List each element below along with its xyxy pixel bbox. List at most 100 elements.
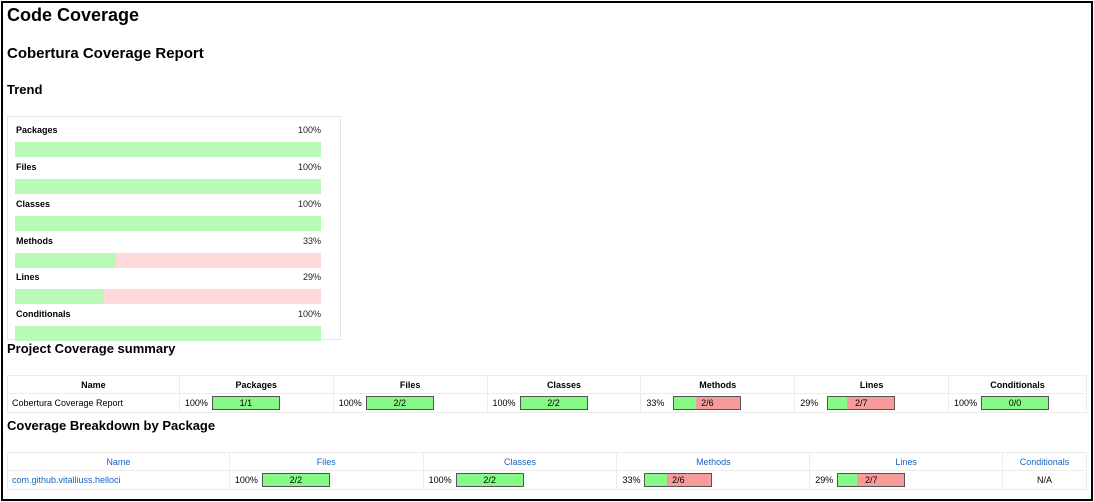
- summary-name: Cobertura Coverage Report: [7, 393, 180, 413]
- coverage-cell-methods: 33% 2/6: [645, 394, 794, 412]
- trend-bar-fill: [15, 289, 104, 304]
- coverage-bar-fill: [212, 397, 279, 409]
- coverage-ratio: 2/2: [547, 398, 560, 408]
- trend-panel: Packages 100% Files 100% Classes 100% Me…: [7, 116, 341, 341]
- coverage-bar: 1/1: [211, 396, 280, 410]
- trend-bar-fill: [15, 326, 321, 341]
- coverage-bar-fill: [366, 397, 433, 409]
- trend-percent: 100%: [297, 162, 321, 172]
- trend-row-lines: Lines 29%: [15, 272, 321, 304]
- trend-title: Trend: [7, 82, 43, 97]
- coverage-bar-fill: [674, 397, 697, 409]
- trend-label: Packages: [16, 125, 58, 135]
- coverage-cell-lines: 29% 2/7: [799, 394, 948, 412]
- trend-label: Conditionals: [16, 309, 71, 319]
- coverage-bar-fill: [838, 474, 858, 486]
- coverage-percent: 33%: [622, 475, 641, 485]
- col-header-name[interactable]: Name: [7, 452, 230, 471]
- trend-row-conditionals: Conditionals 100%: [15, 309, 321, 341]
- coverage-cell-classes: 100% 2/2: [428, 471, 617, 489]
- trend-bar: [15, 253, 321, 268]
- trend-bar: [15, 289, 321, 304]
- col-header-classes[interactable]: Classes: [422, 452, 618, 471]
- coverage-ratio: 2/6: [701, 398, 714, 408]
- trend-bar-fill: [15, 216, 321, 231]
- coverage-bar: 2/7: [837, 473, 906, 487]
- trend-row-methods: Methods 33%: [15, 236, 321, 268]
- coverage-bar: 2/2: [519, 396, 588, 410]
- breakdown-header-row: Name Files Classes Methods Lines Conditi…: [7, 452, 1087, 471]
- breakdown-table: Name Files Classes Methods Lines Conditi…: [7, 452, 1087, 490]
- coverage-ratio: 2/7: [864, 475, 878, 485]
- coverage-percent: 33%: [646, 398, 665, 408]
- coverage-ratio: 2/6: [672, 475, 685, 485]
- col-header-files: Files: [332, 375, 488, 394]
- col-header-lines[interactable]: Lines: [809, 452, 1004, 471]
- coverage-percent: 100%: [234, 475, 258, 485]
- summary-row: Cobertura Coverage Report 100% 1/1 100% 2/…: [7, 393, 1087, 413]
- breakdown-title: Coverage Breakdown by Package: [7, 418, 216, 433]
- col-header-classes: Classes: [486, 375, 642, 394]
- coverage-bar-fill: [645, 474, 668, 486]
- trend-label: Files: [16, 162, 37, 172]
- coverage-ratio: 2/7: [854, 398, 868, 408]
- coverage-cell-lines: 29% 2/7: [814, 471, 1002, 489]
- trend-bar: [15, 179, 321, 194]
- coverage-bar: 2/2: [261, 473, 330, 487]
- trend-label: Classes: [16, 199, 51, 209]
- col-header-conditionals[interactable]: Conditionals: [1002, 452, 1087, 471]
- col-header-lines: Lines: [794, 375, 950, 394]
- trend-label: Lines: [16, 272, 40, 282]
- package-link[interactable]: com.github.vitalliuss.helloci: [7, 470, 230, 490]
- trend-bar-fill: [15, 179, 321, 194]
- coverage-cell-conditionals: 100% 0/0: [953, 394, 1086, 412]
- trend-bar: [15, 142, 321, 157]
- coverage-cell-files: 100% 2/2: [338, 394, 487, 412]
- coverage-bar-fill: [456, 474, 523, 486]
- summary-title: Project Coverage summary: [7, 341, 176, 356]
- page-title: Code Coverage: [7, 5, 140, 25]
- coverage-percent: 100%: [184, 398, 208, 408]
- coverage-bar-fill: [262, 474, 329, 486]
- coverage-cell-packages: 100% 1/1: [184, 394, 333, 412]
- summary-header-row: Name Packages Files Classes Methods Line…: [7, 375, 1087, 394]
- trend-row-files: Files 100%: [15, 162, 321, 194]
- trend-row-classes: Classes 100%: [15, 199, 321, 231]
- col-header-files[interactable]: Files: [228, 452, 424, 471]
- trend-percent: 100%: [297, 125, 321, 135]
- col-header-methods[interactable]: Methods: [616, 452, 811, 471]
- coverage-bar-fill: [982, 397, 1049, 409]
- coverage-percent: 100%: [492, 398, 516, 408]
- trend-bar: [15, 216, 321, 231]
- coverage-percent: 100%: [428, 475, 452, 485]
- trend-percent: 100%: [297, 309, 321, 319]
- coverage-ratio: 2/2: [393, 398, 406, 408]
- trend-percent: 29%: [302, 272, 321, 282]
- trend-percent: 100%: [297, 199, 321, 209]
- trend-bar-fill: [15, 142, 321, 157]
- coverage-bar: 2/6: [673, 396, 742, 410]
- coverage-bar-fill: [520, 397, 587, 409]
- coverage-cell-methods: 33% 2/6: [621, 471, 809, 489]
- trend-label: Methods: [16, 236, 53, 246]
- package-row: com.github.vitalliuss.helloci 100% 2/2 10…: [7, 470, 1087, 490]
- coverage-cell-files: 100% 2/2: [234, 471, 423, 489]
- coverage-percent: 29%: [800, 398, 819, 408]
- coverage-percent: 100%: [338, 398, 362, 408]
- trend-row-packages: Packages 100%: [15, 125, 321, 157]
- trend-percent: 33%: [302, 236, 321, 246]
- coverage-ratio: 2/2: [289, 475, 303, 485]
- col-header-name: Name: [7, 375, 180, 394]
- coverage-ratio: 2/2: [483, 475, 496, 485]
- coverage-bar: 2/6: [644, 473, 713, 487]
- coverage-cell-classes: 100% 2/2: [492, 394, 641, 412]
- col-header-packages: Packages: [178, 375, 334, 394]
- coverage-ratio: 0/0: [1008, 398, 1022, 408]
- summary-table: Name Packages Files Classes Methods Line…: [7, 375, 1087, 413]
- coverage-bar: 2/2: [365, 396, 434, 410]
- col-header-methods: Methods: [640, 375, 796, 394]
- coverage-bar: 0/0: [981, 396, 1050, 410]
- coverage-bar-fill: [828, 397, 848, 409]
- trend-bar: [15, 326, 321, 341]
